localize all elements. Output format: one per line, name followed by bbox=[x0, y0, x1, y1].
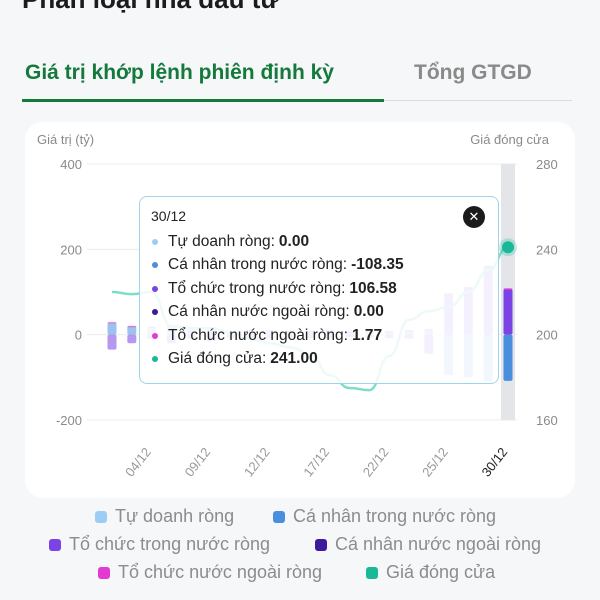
bar bbox=[107, 321, 117, 324]
x-tick-label: 09/12 bbox=[182, 445, 214, 480]
tooltip-bullet bbox=[152, 332, 158, 339]
y-left-tick-label: 200 bbox=[60, 242, 82, 257]
x-tick-label: 30/12 bbox=[479, 445, 511, 480]
tooltip-value: 0.00 bbox=[278, 232, 310, 250]
price-point bbox=[502, 241, 514, 254]
active-tab-indicator bbox=[22, 99, 384, 102]
tooltip-value: -108.35 bbox=[351, 256, 404, 274]
tooltip-label: Cá nhân trong nước ròng: bbox=[168, 256, 348, 274]
tooltip-bullet bbox=[152, 356, 158, 363]
y-left-tick-label: 400 bbox=[60, 157, 82, 172]
tooltip-value: 0.00 bbox=[353, 303, 384, 321]
tooltip-label: Giá đóng cửa: bbox=[168, 350, 267, 368]
bar bbox=[503, 288, 513, 290]
tooltip-value: 1.77 bbox=[351, 326, 383, 344]
tooltip-rows: Tự doanh ròng: 0.00 Cá nhân trong nước ròn… bbox=[152, 230, 404, 371]
y-axis-right-label: Giá đóng cửa bbox=[470, 132, 550, 147]
tooltip-label: Cá nhân nước ngoài ròng: bbox=[168, 303, 350, 321]
chart-tooltip: 30/12 ✕ Tự doanh ròng: 0.00 Cá nhân trong … bbox=[139, 196, 499, 384]
tooltip-label: Tổ chức nước ngoài ròng: bbox=[168, 326, 348, 344]
page-title: Phân loại nhà đầu tư bbox=[22, 0, 279, 15]
tooltip-value: 241.00 bbox=[270, 350, 318, 368]
x-tick-label: 25/12 bbox=[419, 445, 451, 480]
legend-item-domestic-individual[interactable]: Cá nhân trong nước ròng bbox=[273, 506, 496, 527]
tooltip-bullet bbox=[152, 262, 158, 269]
bar bbox=[107, 334, 117, 350]
legend-swatch bbox=[95, 510, 107, 523]
tooltip-row: Giá đóng cửa: 241.00 bbox=[152, 348, 404, 372]
bar bbox=[127, 325, 137, 328]
tooltip-row: Tự doanh ròng: 0.00 bbox=[152, 230, 404, 254]
legend-swatch bbox=[315, 538, 327, 551]
y-left-tick-label: -200 bbox=[56, 413, 82, 428]
tooltip-bullet bbox=[152, 285, 158, 292]
legend-swatch bbox=[49, 538, 61, 551]
tab-bar: Giá trị khớp lệnh phiên định kỳ Tổng GTG… bbox=[22, 58, 572, 102]
tooltip-row: Cá nhân nước ngoài ròng: 0.00 bbox=[152, 301, 404, 325]
legend-swatch bbox=[366, 566, 378, 579]
y-right-tick-label: 200 bbox=[536, 328, 558, 343]
tooltip-date: 30/12 bbox=[151, 208, 187, 224]
y-axis-left-label: Giá trị (tỷ) bbox=[37, 132, 94, 147]
tooltip-bullet bbox=[152, 309, 158, 316]
close-icon[interactable]: ✕ bbox=[463, 206, 485, 228]
tooltip-row: Cá nhân trong nước ròng: -108.35 bbox=[152, 254, 404, 278]
x-tick-label: 22/12 bbox=[360, 445, 392, 480]
tooltip-value: 106.58 bbox=[349, 279, 397, 297]
legend-item-domestic-institution[interactable]: Tổ chức trong nước ròng bbox=[49, 534, 270, 555]
tooltip-label: Tổ chức trong nước ròng: bbox=[168, 279, 346, 297]
legend-item-close-price[interactable]: Giá đóng cửa bbox=[366, 562, 495, 583]
legend-swatch bbox=[98, 566, 110, 579]
legend-swatch bbox=[273, 510, 285, 523]
x-tick-label: 17/12 bbox=[300, 445, 332, 480]
tooltip-label: Tự doanh ròng: bbox=[168, 232, 275, 250]
y-left-tick-label: 0 bbox=[75, 328, 82, 343]
y-right-tick-label: 240 bbox=[536, 242, 558, 257]
tooltip-row: Tổ chức nước ngoài ròng: 1.77 bbox=[152, 324, 404, 348]
bar bbox=[107, 322, 117, 335]
legend-item-proprietary[interactable]: Tự doanh ròng bbox=[95, 506, 234, 527]
y-right-tick-label: 280 bbox=[536, 157, 558, 172]
legend-item-foreign-institution[interactable]: Tổ chức nước ngoài ròng bbox=[98, 562, 322, 583]
tooltip-row: Tổ chức trong nước ròng: 106.58 bbox=[152, 277, 404, 301]
bar bbox=[127, 326, 137, 335]
legend-item-foreign-individual[interactable]: Cá nhân nước ngoài ròng bbox=[315, 534, 541, 555]
tab-matched-value[interactable]: Giá trị khớp lệnh phiên định kỳ bbox=[25, 61, 334, 84]
x-tick-label: 12/12 bbox=[241, 445, 273, 480]
x-tick-label: 04/12 bbox=[122, 445, 154, 480]
bar bbox=[503, 334, 513, 381]
y-right-tick-label: 160 bbox=[536, 413, 558, 428]
bar bbox=[127, 334, 137, 344]
tooltip-bullet bbox=[152, 238, 158, 245]
tab-total-value[interactable]: Tổng GTGD bbox=[414, 61, 532, 84]
bar bbox=[503, 289, 513, 335]
